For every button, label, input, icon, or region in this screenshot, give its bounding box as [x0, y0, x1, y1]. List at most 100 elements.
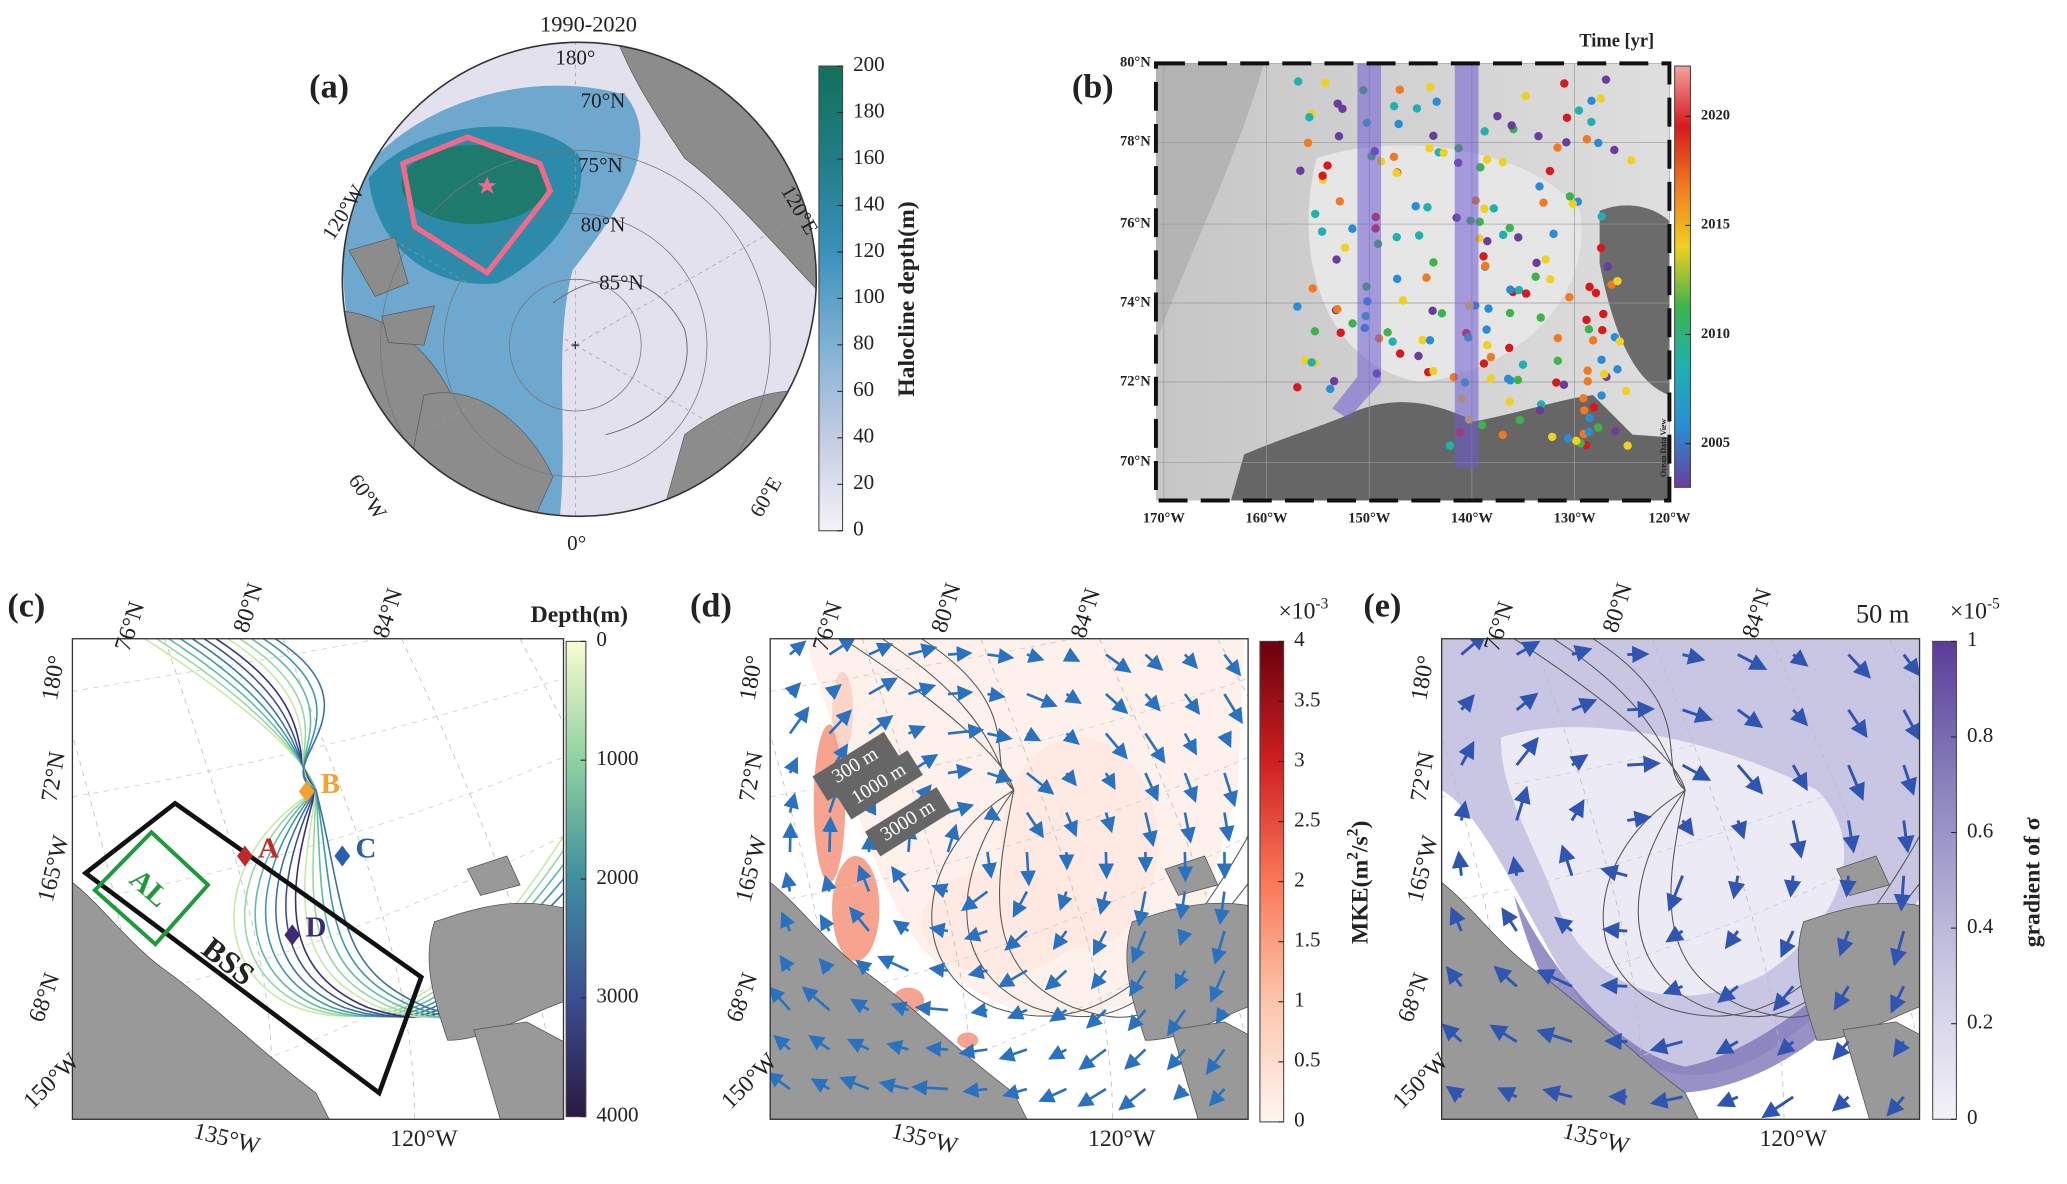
map-frame: [1440, 638, 1921, 1120]
station: [1621, 386, 1631, 396]
velocity-arrow: [1761, 1095, 1794, 1119]
station: [1301, 355, 1310, 365]
lon-label: 150°W: [1348, 510, 1390, 526]
velocity-arrow: [1129, 969, 1147, 997]
land: [381, 305, 435, 346]
station-marker: [236, 845, 253, 867]
station: [1389, 101, 1399, 111]
velocity-arrow: [868, 642, 894, 658]
velocity-arrow: [1716, 1091, 1739, 1108]
station-label: C: [356, 832, 377, 864]
colorbar-tick-label: 0: [1967, 1105, 1978, 1129]
lon-label: 130°W: [1554, 510, 1596, 526]
bss-region: [81, 800, 425, 1097]
colorbar-tick-label: 0.8: [1967, 723, 1993, 747]
velocity-arrow: [1124, 1048, 1147, 1070]
velocity-arrow: [770, 986, 791, 1011]
station: [1585, 282, 1594, 292]
velocity-arrow: [886, 1039, 909, 1056]
station: [1505, 223, 1514, 233]
velocity-arrow: [958, 1043, 988, 1060]
al-region: [91, 829, 211, 947]
station: [1518, 360, 1528, 369]
land: [770, 881, 1028, 1120]
velocity-arrow: [1104, 732, 1128, 760]
station: [1423, 203, 1432, 212]
velocity-arrow: [928, 922, 949, 939]
station: [1572, 436, 1581, 446]
station: [1596, 243, 1606, 253]
label-part: ): [1348, 821, 1374, 829]
land: [72, 881, 330, 1120]
label-part: /s: [1348, 836, 1374, 853]
station: [1482, 155, 1492, 164]
velocity-arrow: [947, 685, 974, 702]
velocity-arrow: [855, 959, 873, 976]
station: [1332, 255, 1341, 264]
velocity-arrow: [1144, 653, 1164, 672]
lat-label: 76°N: [1120, 215, 1151, 231]
station: [1549, 229, 1558, 239]
velocity-arrow: [1004, 930, 1028, 951]
colorbar-tick-label: 2000: [596, 865, 638, 889]
velocity-arrow: [907, 724, 926, 740]
station: [1321, 78, 1330, 87]
velocity-arrow: [1837, 930, 1854, 957]
colorbar-tick-label: 60: [853, 377, 874, 401]
station: [1521, 91, 1530, 101]
map-grid-label: 68°N: [722, 970, 764, 1026]
velocity-arrow: [1127, 1009, 1147, 1032]
velocity-arrow: [1026, 692, 1058, 708]
station: [1596, 94, 1606, 103]
colorbar-exponent: ×10-3: [1278, 596, 1328, 625]
station: [1565, 293, 1574, 302]
station: [1429, 131, 1438, 141]
velocity-arrow: [1038, 1087, 1067, 1103]
map-grid-label: 120°W: [390, 1126, 458, 1152]
station: [1597, 212, 1606, 221]
map-outline: [341, 41, 818, 518]
velocity-arrow: [998, 1046, 1028, 1062]
latitude-circle: [443, 213, 708, 478]
velocity-arrow: [868, 677, 898, 696]
velocity-arrow: [1172, 1083, 1190, 1101]
map-grid-label: 135°W: [889, 1118, 961, 1160]
velocity-arrow: [1681, 763, 1712, 781]
velocity-arrow: [782, 822, 799, 853]
velocity-arrow: [1166, 1048, 1186, 1071]
station: [1308, 284, 1317, 293]
map-grid-label: 84°N: [1066, 585, 1106, 641]
label-part: 2: [1345, 828, 1362, 836]
credit: Ocean Data View: [1659, 418, 1668, 476]
velocity-arrow: [1676, 817, 1694, 837]
map-grid-label: 72°N: [1406, 750, 1440, 804]
velocity-arrow: [1886, 1095, 1905, 1117]
velocity-arrow: [963, 926, 988, 942]
velocity-arrow: [1092, 930, 1108, 957]
station: [1296, 166, 1305, 175]
velocity-arrow: [1451, 850, 1470, 876]
velocity-arrow: [1842, 820, 1860, 854]
velocity-arrow: [1772, 985, 1795, 1012]
lon-label: 140°W: [1451, 510, 1493, 526]
velocity-arrow: [981, 851, 997, 879]
velocity-arrow: [1026, 647, 1045, 663]
velocity-arrow: [1783, 875, 1802, 898]
velocity-arrow: [1728, 875, 1746, 900]
panel-label: (e): [1363, 586, 1401, 624]
velocity-arrow: [908, 682, 937, 698]
velocity-arrow: [947, 723, 985, 740]
velocity-arrow: [1682, 647, 1706, 665]
station: [1598, 325, 1607, 335]
velocity-arrow: [911, 1079, 948, 1096]
station: [1507, 121, 1516, 130]
velocity-arrow: [861, 833, 877, 853]
station: [1599, 369, 1609, 379]
velocity-arrow: [1175, 891, 1191, 920]
map-grid-label: 60°E: [745, 472, 787, 521]
grid-curve: [164, 638, 273, 1120]
velocity-arrow: [1044, 969, 1068, 991]
station: [1429, 366, 1438, 376]
transect: [1454, 63, 1479, 468]
velocity-arrow: [1183, 693, 1201, 716]
